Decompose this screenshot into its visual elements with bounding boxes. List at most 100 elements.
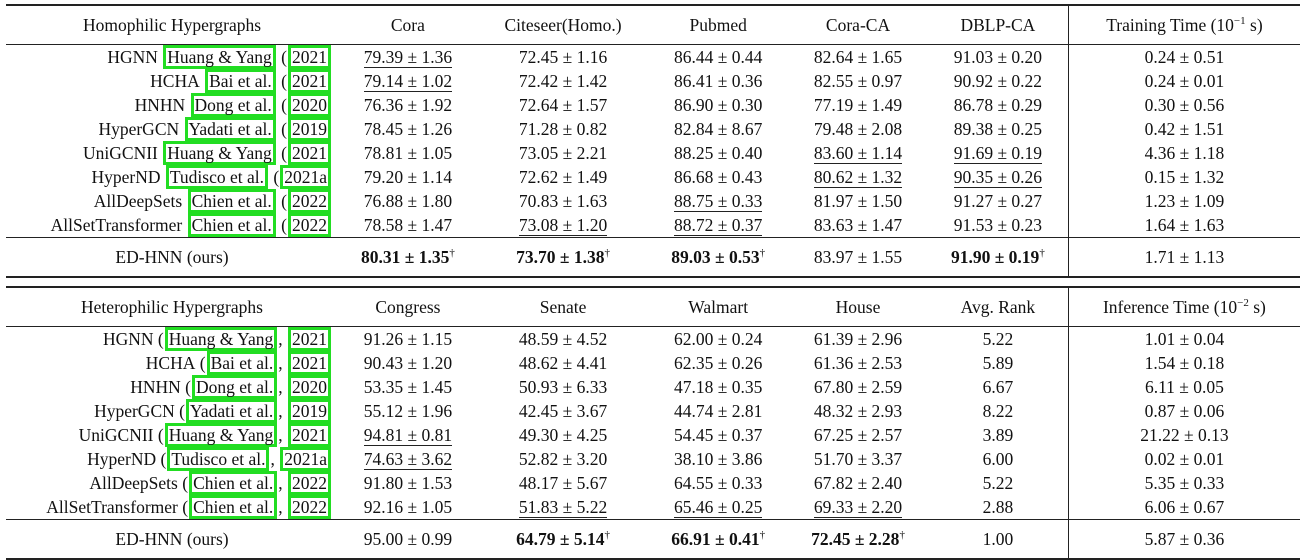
- ours-time-cell: 5.87 ± 0.36: [1067, 519, 1300, 559]
- citation-year-link[interactable]: 2022: [288, 213, 331, 237]
- value-cell: 74.63 ± 3.62: [338, 447, 478, 471]
- time-header-label: Inference Time (10: [1102, 297, 1238, 317]
- value-cell: 70.83 ± 1.63: [478, 189, 649, 213]
- time-header-exponent: −1: [1233, 15, 1246, 27]
- citation-author-link[interactable]: Tudisco et al.: [167, 447, 270, 471]
- value-cell: 90.43 ± 1.20: [338, 351, 478, 375]
- value-cell: 91.53 ± 0.23: [928, 213, 1068, 238]
- ours-value-cell: 72.45 ± 2.28†: [788, 520, 928, 560]
- column-header: House: [835, 297, 881, 317]
- method-name: UniGCNII: [78, 425, 154, 445]
- metric-value: 62.00 ± 0.24: [674, 328, 763, 349]
- citation-year-link[interactable]: 2021: [288, 327, 331, 351]
- citation-author-link[interactable]: Bai et al.: [205, 69, 276, 93]
- value-cell: 72.62 ± 1.49: [478, 165, 649, 189]
- citation-author-link[interactable]: Bai et al.: [206, 351, 278, 375]
- citation-year-link[interactable]: 2021: [288, 69, 331, 93]
- metric-value: 91.03 ± 0.20: [953, 46, 1043, 67]
- value-cell: 71.28 ± 0.82: [478, 117, 649, 141]
- citation-year-link[interactable]: 2022: [288, 495, 331, 519]
- metric-value: 70.83 ± 1.63: [518, 190, 608, 211]
- table-row: HNHN (Dong et al., 2020 53.35 ± 1.45 50.93…: [6, 375, 1300, 399]
- citation-author-link[interactable]: Dong et al.: [190, 93, 276, 117]
- value-cell: 86.68 ± 0.43: [648, 165, 788, 189]
- citation-author-link[interactable]: Huang & Yang: [164, 327, 278, 351]
- value-cell: 88.25 ± 0.40: [648, 141, 788, 165]
- value-cell: 54.45 ± 0.37: [648, 423, 788, 447]
- citation-year-link[interactable]: 2019: [288, 399, 331, 423]
- metric-value: 89.38 ± 0.25: [953, 118, 1043, 139]
- ours-metric-value: 66.91 ± 0.41: [671, 529, 760, 549]
- citation-year-link[interactable]: 2019: [288, 117, 331, 141]
- metric-value: 76.36 ± 1.92: [363, 94, 453, 115]
- header-row: Heterophilic Hypergraphs Congress Senate Wa…: [6, 287, 1300, 327]
- citation-year-link[interactable]: 2022: [288, 189, 331, 213]
- method-cell: AllSetTransformer Chien et al. (2022: [6, 213, 338, 238]
- citation-author-link[interactable]: Huang & Yang: [163, 141, 276, 165]
- metric-value: 6.00: [982, 448, 1014, 469]
- results-table: Homophilic Hypergraphs Cora Citeseer(Homo.…: [6, 4, 1300, 560]
- value-cell: 83.63 ± 1.47: [788, 213, 928, 238]
- value-cell: 64.55 ± 0.33: [648, 471, 788, 495]
- table-row: AllSetTransformer (Chien et al., 2022 92.…: [6, 495, 1300, 520]
- citation-author-link[interactable]: Huang & Yang: [163, 45, 276, 69]
- value-cell: 72.42 ± 1.42: [478, 69, 649, 93]
- table-row: HCHA Bai et al. (2021 79.14 ± 1.02 72.42 ±…: [6, 69, 1300, 93]
- citation-author-link[interactable]: Dong et al.: [191, 375, 278, 399]
- metric-value: 76.88 ± 1.80: [363, 190, 453, 211]
- value-cell: 5.22: [928, 471, 1068, 495]
- table-row: HCHA (Bai et al., 2021 90.43 ± 1.20 48.62 …: [6, 351, 1300, 375]
- metric-value: 90.43 ± 1.20: [363, 352, 453, 373]
- citation-author-link[interactable]: Chien et al.: [187, 189, 276, 213]
- metric-value: 54.45 ± 0.37: [674, 424, 763, 445]
- citation-year-link[interactable]: 2022: [288, 471, 331, 495]
- citation-year-link[interactable]: 2021a: [280, 165, 331, 189]
- metric-value: 91.53 ± 0.23: [953, 214, 1043, 235]
- value-cell: 86.90 ± 0.30: [648, 93, 788, 117]
- value-cell: 80.62 ± 1.32: [788, 165, 928, 189]
- time-header-unit: s): [1248, 297, 1266, 317]
- significance-dagger-icon: †: [759, 247, 766, 259]
- metric-value: 48.62 ± 4.41: [518, 352, 608, 373]
- value-cell: 91.80 ± 1.53: [338, 471, 478, 495]
- metric-value: 86.78 ± 0.29: [953, 94, 1043, 115]
- citation-author-link[interactable]: Chien et al.: [187, 213, 276, 237]
- citation-author-link[interactable]: Yadati et al.: [184, 117, 276, 141]
- citation-year-link[interactable]: 2021: [288, 45, 331, 69]
- citation-year-link[interactable]: 2020: [288, 375, 331, 399]
- value-cell: 89.38 ± 0.25: [928, 117, 1068, 141]
- value-cell: 88.72 ± 0.37: [648, 213, 788, 238]
- metric-value: 49.30 ± 4.25: [518, 424, 608, 445]
- method-cell: HGNN (Huang & Yang, 2021: [6, 327, 338, 351]
- metric-value: 80.62 ± 1.32: [813, 166, 903, 188]
- time-cell: 1.54 ± 0.18: [1067, 351, 1300, 375]
- value-cell: 86.41 ± 0.36: [648, 69, 788, 93]
- citation-author-link[interactable]: Tudisco et al.: [165, 165, 269, 189]
- citation-author-link[interactable]: Huang & Yang: [164, 423, 278, 447]
- citation-year-link[interactable]: 2021: [288, 141, 331, 165]
- metric-value: 83.60 ± 1.14: [813, 142, 903, 164]
- time-cell: 0.24 ± 0.01: [1067, 69, 1300, 93]
- value-cell: 48.32 ± 2.93: [788, 399, 928, 423]
- metric-value: 61.36 ± 2.53: [813, 352, 903, 373]
- value-cell: 48.59 ± 4.52: [478, 327, 649, 352]
- metric-value: 73.05 ± 2.21: [518, 142, 608, 163]
- method-cell: AllDeepSets Chien et al. (2022: [6, 189, 338, 213]
- metric-value: 42.45 ± 3.67: [518, 400, 608, 421]
- citation-author-link[interactable]: Chien et al.: [189, 495, 278, 519]
- time-column-header: Inference Time (10−2 s): [1067, 287, 1300, 327]
- value-cell: 82.84 ± 8.67: [648, 117, 788, 141]
- citation-author-link[interactable]: Chien et al.: [189, 471, 278, 495]
- citation-year-link[interactable]: 2020: [288, 93, 331, 117]
- citation-author-link[interactable]: Yadati et al.: [185, 399, 278, 423]
- time-cell: 0.87 ± 0.06: [1067, 399, 1300, 423]
- citation-year-link[interactable]: 2021: [288, 351, 331, 375]
- method-cell: UniGCNII (Huang & Yang, 2021: [6, 423, 338, 447]
- value-cell: 67.82 ± 2.40: [788, 471, 928, 495]
- method-name: HyperGCN: [94, 401, 175, 421]
- metric-value: 83.63 ± 1.47: [813, 214, 903, 235]
- metric-value: 79.39 ± 1.36: [363, 46, 453, 68]
- citation-year-link[interactable]: 2021: [288, 423, 331, 447]
- citation-year-link[interactable]: 2021a: [280, 447, 331, 471]
- time-cell: 0.42 ± 1.51: [1067, 117, 1300, 141]
